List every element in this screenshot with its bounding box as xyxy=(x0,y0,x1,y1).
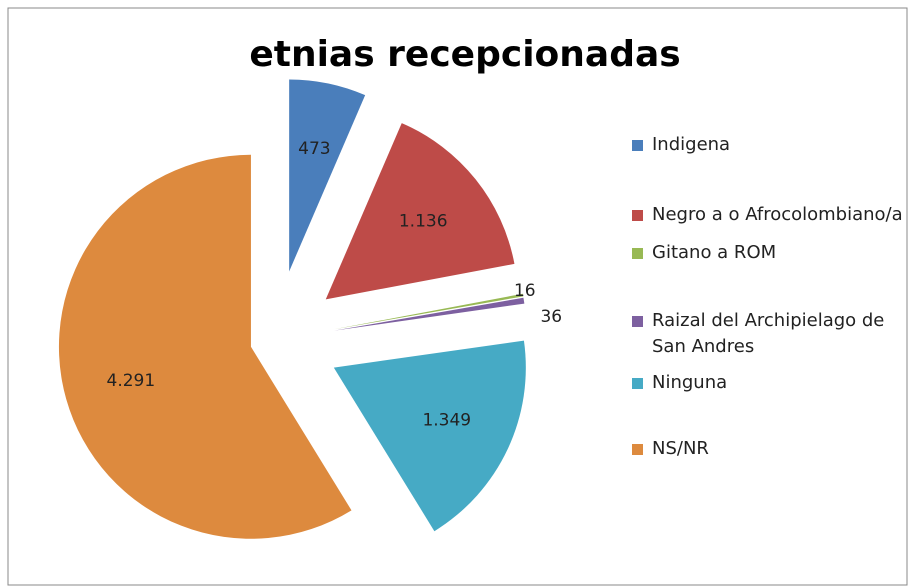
legend-label: Indigena xyxy=(652,134,731,155)
legend-item: Gitano a ROM xyxy=(630,240,905,266)
data-label: 1.136 xyxy=(399,211,448,231)
data-label: 16 xyxy=(514,281,536,301)
legend-item: Raizal del Archipielago de San Andres xyxy=(630,308,905,360)
pie-slice xyxy=(58,154,352,539)
legend-label: Raizal del Archipielago de San Andres xyxy=(652,310,885,357)
pie-slice xyxy=(325,123,515,300)
legend-swatch xyxy=(632,248,643,259)
legend-swatch xyxy=(632,316,643,327)
pie-slice xyxy=(289,79,366,272)
data-label: 473 xyxy=(298,139,330,159)
legend-item: Ninguna xyxy=(630,370,905,396)
pie-slice xyxy=(333,340,526,532)
pie-slice xyxy=(334,297,525,331)
data-label: 36 xyxy=(540,307,562,327)
data-label: 1.349 xyxy=(422,411,471,431)
legend: Indigena Negro a o Afrocolombiano/a Gitano… xyxy=(630,132,905,462)
legend-label: Negro a o Afrocolombiano/a xyxy=(652,204,903,225)
legend-label: Ninguna xyxy=(652,372,728,393)
legend-label: NS/NR xyxy=(652,438,709,459)
legend-item: Negro a o Afrocolombiano/a xyxy=(630,202,905,228)
legend-item: Indigena xyxy=(630,132,905,158)
chart-title: etnias recepcionadas xyxy=(249,34,680,75)
legend-swatch xyxy=(632,210,643,221)
data-label: 4.291 xyxy=(107,371,156,391)
legend-item: NS/NR xyxy=(630,436,905,462)
legend-swatch xyxy=(632,444,643,455)
legend-label: Gitano a ROM xyxy=(652,242,777,263)
pie-slice xyxy=(334,293,524,330)
legend-swatch xyxy=(632,140,643,151)
legend-swatch xyxy=(632,378,643,389)
